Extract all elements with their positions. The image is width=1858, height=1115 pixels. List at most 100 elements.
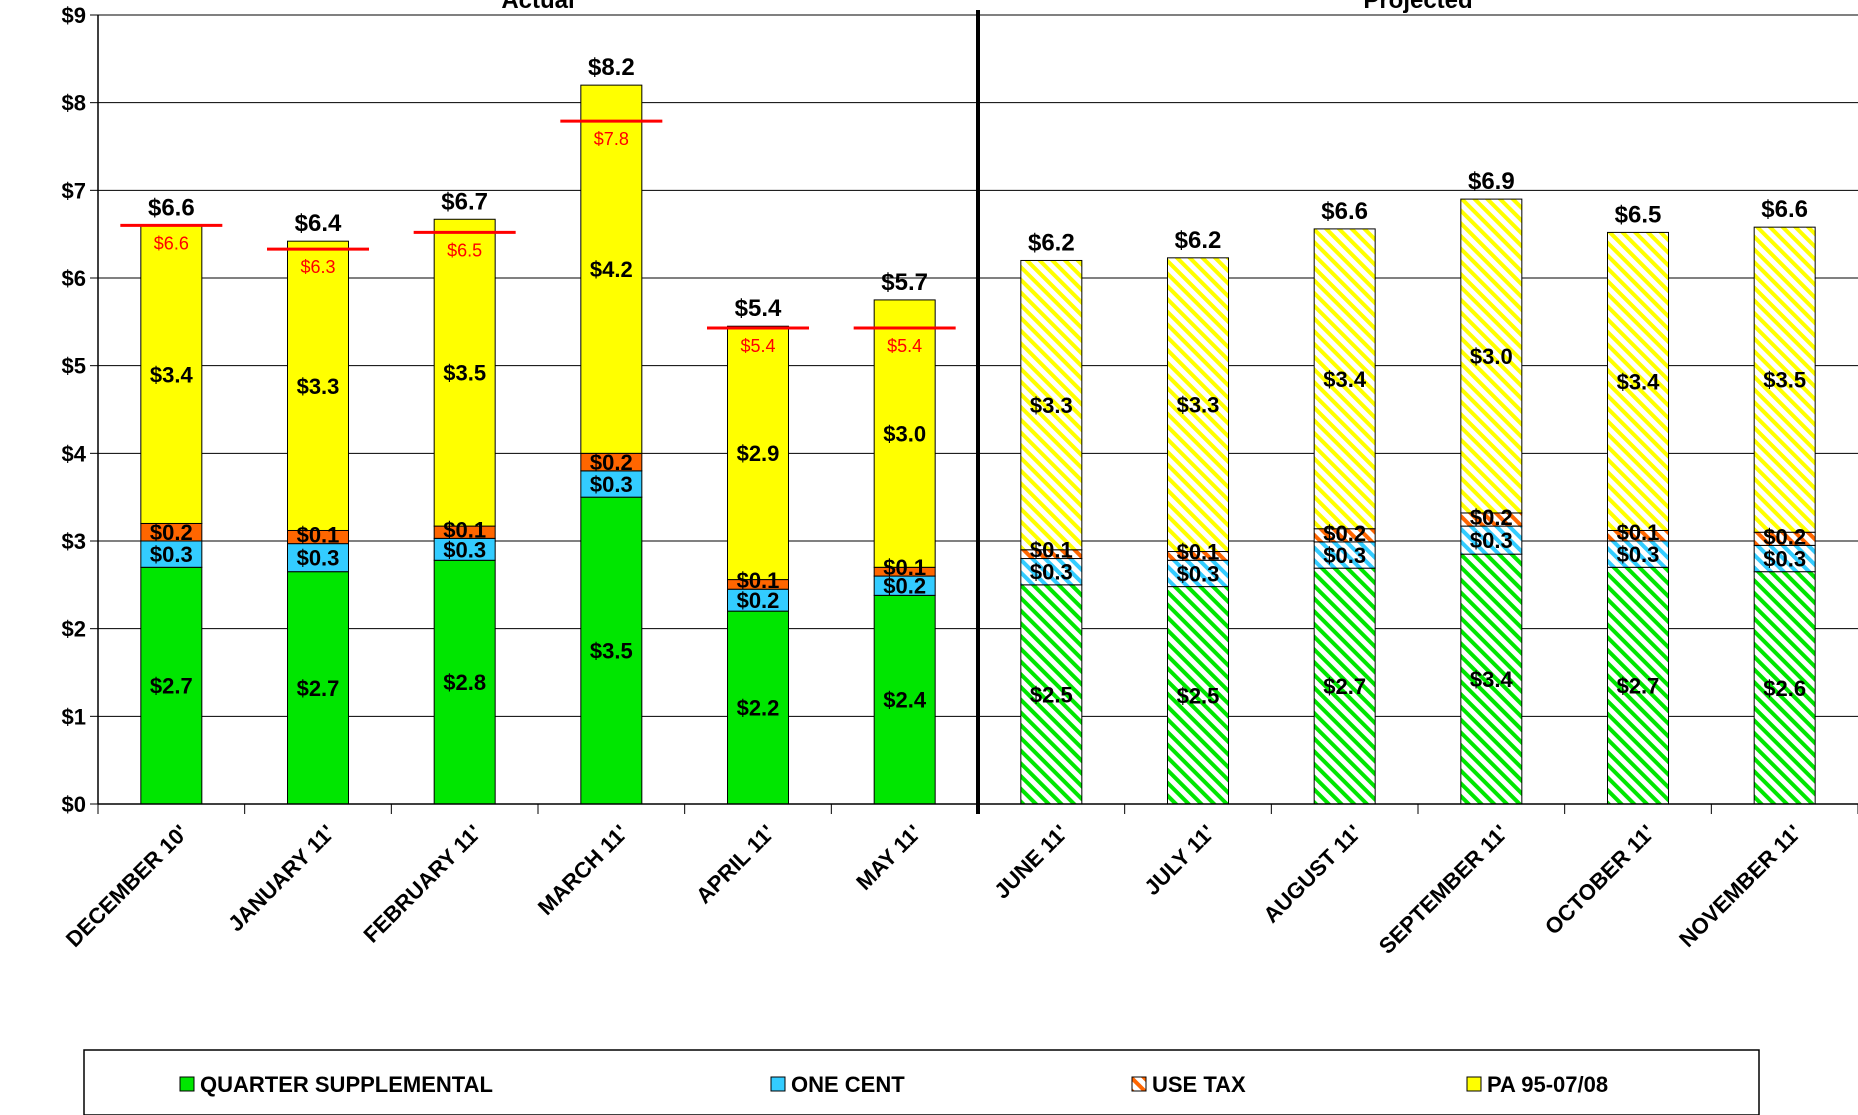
ytick-label-6: $6 bbox=[62, 266, 86, 291]
label-pa-95-07-08-november-11: $3.5 bbox=[1763, 368, 1806, 393]
total-label-december-10: $6.6 bbox=[148, 194, 195, 221]
label-use-tax-february-11: $0.1 bbox=[443, 517, 486, 542]
bar-one-cent-july-11 bbox=[1167, 559, 1229, 588]
bars bbox=[140, 84, 1816, 805]
label-quarter-supplemental-january-11: $2.7 bbox=[297, 676, 340, 701]
legend-label-use-tax: USE TAX bbox=[1152, 1072, 1246, 1097]
group-label-actual: Actual bbox=[501, 0, 574, 14]
bar-one-cent-march-11 bbox=[580, 470, 643, 498]
label-pa-95-07-08-october-11: $3.4 bbox=[1617, 369, 1661, 394]
label-one-cent-february-11: $0.3 bbox=[443, 537, 486, 562]
xtick-label-august-11: AUGUST 11' bbox=[1258, 820, 1366, 928]
xtick-label-march-11: MARCH 11' bbox=[533, 820, 633, 920]
legend-label-one-cent: ONE CENT bbox=[791, 1072, 905, 1097]
label-use-tax-september-11: $0.2 bbox=[1470, 505, 1513, 530]
total-label-april-11: $5.4 bbox=[735, 295, 782, 322]
bar-pa-95-07-08-may-11 bbox=[873, 299, 936, 568]
total-label-may-11: $5.7 bbox=[881, 269, 928, 296]
label-quarter-supplemental-july-11: $2.5 bbox=[1177, 683, 1220, 708]
label-one-cent-march-11: $0.3 bbox=[590, 472, 633, 497]
label-quarter-supplemental-june-11: $2.5 bbox=[1030, 682, 1073, 707]
target-label-march-11: $7.8 bbox=[594, 129, 629, 149]
label-one-cent-october-11: $0.3 bbox=[1617, 542, 1660, 567]
label-one-cent-may-11: $0.2 bbox=[883, 574, 926, 599]
bar-one-cent-january-11 bbox=[287, 543, 349, 573]
label-use-tax-june-11: $0.1 bbox=[1030, 538, 1073, 563]
total-label-october-11: $6.5 bbox=[1615, 201, 1662, 228]
total-label-september-11: $6.9 bbox=[1468, 168, 1515, 195]
legend: QUARTER SUPPLEMENTAL ONE CENT USE TAX PA 95… bbox=[83, 1049, 1760, 1115]
label-pa-95-07-08-april-11: $2.9 bbox=[737, 441, 780, 466]
ytick-label-1: $1 bbox=[62, 704, 86, 729]
bar-pa-95-07-08-july-11 bbox=[1167, 257, 1229, 553]
label-pa-95-07-08-september-11: $3.0 bbox=[1470, 344, 1513, 369]
ytick-label-9: $9 bbox=[62, 3, 86, 28]
label-use-tax-may-11: $0.1 bbox=[883, 555, 926, 580]
bar-pa-95-07-08-june-11 bbox=[1020, 259, 1083, 551]
label-pa-95-07-08-january-11: $3.3 bbox=[297, 374, 340, 399]
bar-pa-95-07-08-august-11 bbox=[1313, 228, 1376, 530]
bar-quarter-supplemental-october-11 bbox=[1607, 566, 1669, 805]
xtick-label-june-11: JUNE 11' bbox=[989, 820, 1073, 904]
label-quarter-supplemental-december-10: $2.7 bbox=[150, 674, 193, 699]
label-use-tax-april-11: $0.1 bbox=[737, 568, 780, 593]
label-pa-95-07-08-march-11: $4.2 bbox=[590, 257, 633, 282]
total-label-november-11: $6.6 bbox=[1761, 196, 1808, 223]
target-label-december-10: $6.6 bbox=[154, 233, 189, 253]
label-quarter-supplemental-october-11: $2.7 bbox=[1617, 674, 1660, 699]
xtick-label-april-11: APRIL 11' bbox=[691, 820, 780, 909]
ytick-label-7: $7 bbox=[62, 178, 86, 203]
label-pa-95-07-08-july-11: $3.3 bbox=[1177, 393, 1220, 418]
total-label-july-11: $6.2 bbox=[1175, 227, 1222, 254]
legend-swatch-quarter-supplemental bbox=[179, 1076, 195, 1092]
bar-one-cent-november-11 bbox=[1753, 544, 1816, 573]
total-label-january-11: $6.4 bbox=[295, 210, 342, 237]
label-pa-95-07-08-august-11: $3.4 bbox=[1323, 367, 1367, 392]
label-use-tax-january-11: $0.1 bbox=[297, 523, 340, 548]
bar-quarter-supplemental-july-11 bbox=[1167, 586, 1229, 805]
label-use-tax-december-10: $0.2 bbox=[150, 520, 193, 545]
legend-swatch-use-tax bbox=[1131, 1076, 1147, 1092]
label-one-cent-december-10: $0.3 bbox=[150, 542, 193, 567]
label-pa-95-07-08-june-11: $3.3 bbox=[1030, 393, 1073, 418]
bar-one-cent-september-11 bbox=[1460, 525, 1523, 555]
bar-quarter-supplemental-april-11 bbox=[727, 610, 789, 805]
legend-label-pa-95-07-08: PA 95-07/08 bbox=[1487, 1072, 1608, 1097]
bar-one-cent-august-11 bbox=[1313, 541, 1376, 569]
xtick-label-october-11: OCTOBER 11' bbox=[1540, 820, 1660, 940]
label-pa-95-07-08-december-10: $3.4 bbox=[150, 362, 194, 387]
target-label-april-11: $5.4 bbox=[740, 336, 775, 356]
label-quarter-supplemental-august-11: $2.7 bbox=[1323, 674, 1366, 699]
label-use-tax-november-11: $0.2 bbox=[1763, 524, 1806, 549]
xtick-label-january-11: JANUARY 11' bbox=[223, 820, 339, 936]
total-label-august-11: $6.6 bbox=[1321, 198, 1368, 225]
legend-swatch-one-cent bbox=[770, 1076, 786, 1092]
label-one-cent-july-11: $0.3 bbox=[1177, 561, 1220, 586]
label-pa-95-07-08-february-11: $3.5 bbox=[443, 361, 486, 386]
ytick-label-4: $4 bbox=[62, 441, 87, 466]
target-label-january-11: $6.3 bbox=[300, 257, 335, 277]
group-label-projected: Projected bbox=[1363, 0, 1472, 14]
label-quarter-supplemental-march-11: $3.5 bbox=[590, 639, 633, 664]
bar-pa-95-07-08-february-11 bbox=[433, 218, 496, 527]
label-quarter-supplemental-november-11: $2.6 bbox=[1763, 676, 1806, 701]
bar-quarter-supplemental-march-11 bbox=[580, 496, 643, 805]
legend-label-quarter-supplemental: QUARTER SUPPLEMENTAL bbox=[200, 1072, 493, 1097]
bar-quarter-supplemental-june-11 bbox=[1020, 584, 1083, 805]
label-quarter-supplemental-february-11: $2.8 bbox=[443, 670, 486, 695]
label-pa-95-07-08-may-11: $3.0 bbox=[883, 422, 926, 447]
bar-quarter-supplemental-november-11 bbox=[1753, 571, 1816, 805]
xtick-label-july-11: JULY 11' bbox=[1139, 820, 1219, 900]
label-one-cent-september-11: $0.3 bbox=[1470, 528, 1513, 553]
ytick-label-5: $5 bbox=[62, 354, 86, 379]
ytick-label-0: $0 bbox=[62, 792, 86, 817]
xtick-label-may-11: MAY 11' bbox=[851, 820, 926, 895]
bar-pa-95-07-08-march-11 bbox=[580, 84, 643, 454]
total-label-june-11: $6.2 bbox=[1028, 229, 1075, 256]
label-quarter-supplemental-may-11: $2.4 bbox=[883, 688, 927, 713]
ytick-label-3: $3 bbox=[62, 529, 86, 554]
bar-pa-95-07-08-november-11 bbox=[1753, 226, 1816, 533]
target-label-february-11: $6.5 bbox=[447, 240, 482, 260]
label-quarter-supplemental-april-11: $2.2 bbox=[737, 696, 780, 721]
